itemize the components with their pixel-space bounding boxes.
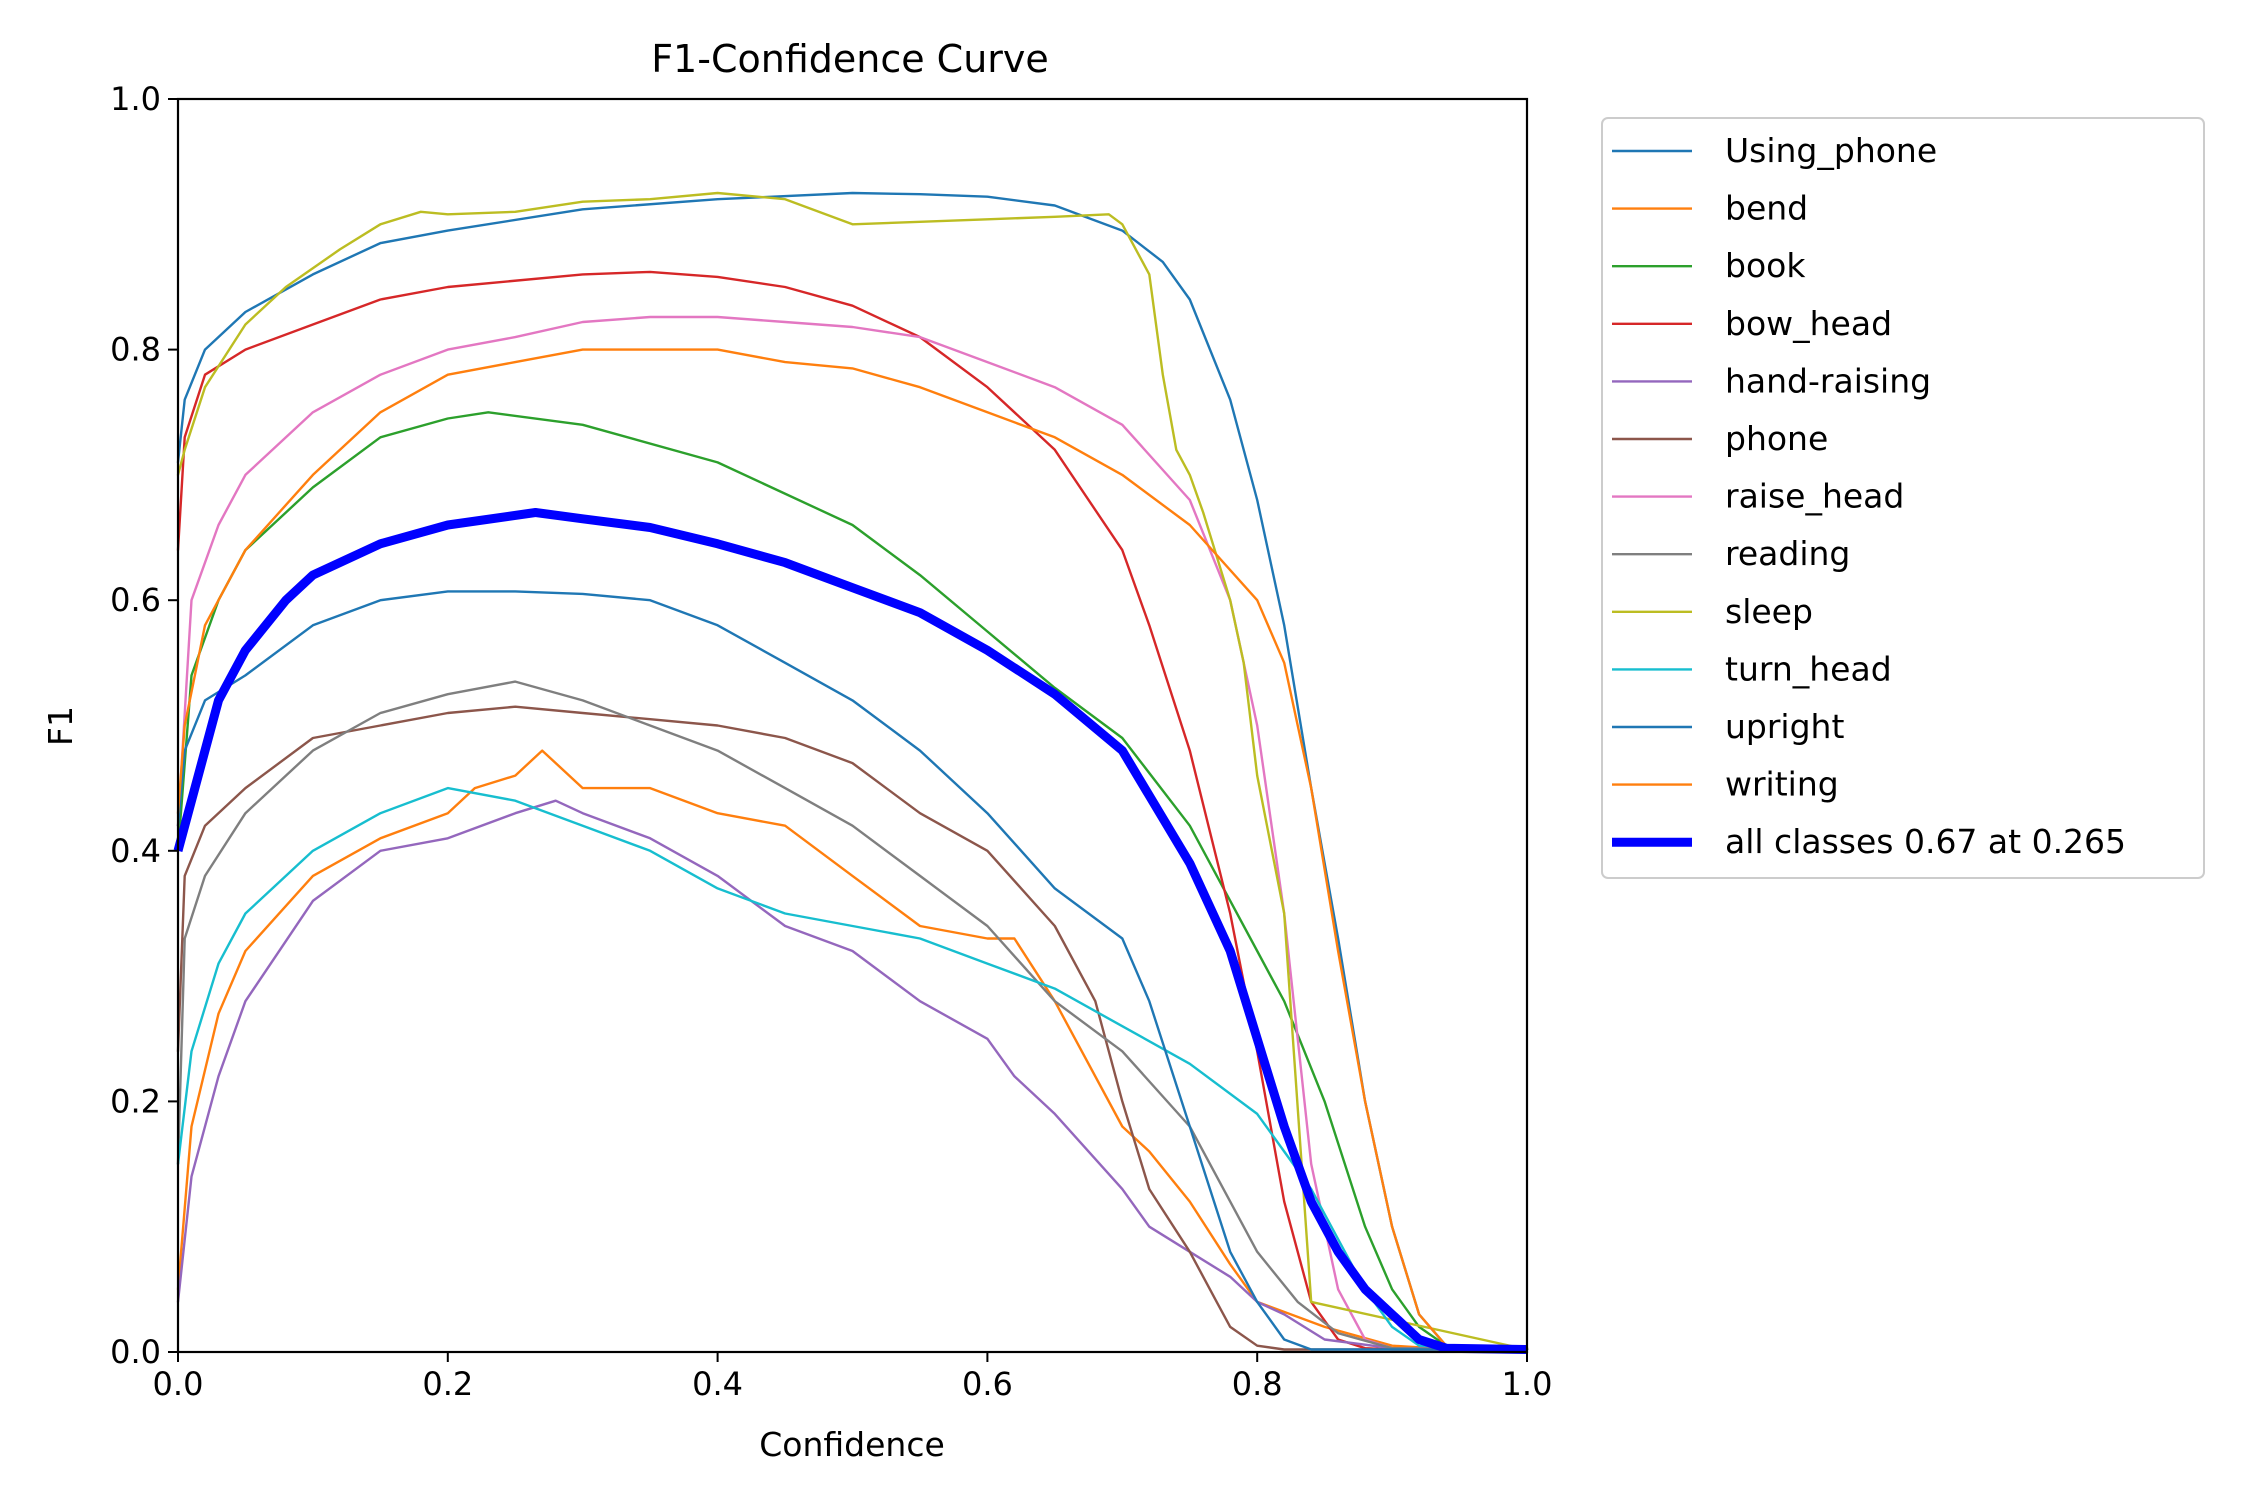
axes-frame <box>176 97 1529 1354</box>
series-line-bow-head <box>176 270 1529 1351</box>
legend-label: bow_head <box>1725 304 1892 343</box>
x-axis-label: Confidence <box>759 1425 945 1464</box>
y-tick-label: 0.6 <box>110 581 161 619</box>
y-tick-label: 0.4 <box>110 832 161 870</box>
legend-label: all classes 0.67 at 0.265 <box>1725 822 2126 861</box>
y-axis-label: F1 <box>41 706 80 746</box>
series-line-reading <box>176 680 1529 1351</box>
legend-label: turn_head <box>1725 649 1892 688</box>
x-tick-label: 0.6 <box>962 1365 1013 1403</box>
legend-label: raise_head <box>1725 477 1904 516</box>
x-axis: 0.0 0.2 0.4 0.6 0.8 1.0 <box>153 1352 1553 1403</box>
x-tick-label: 1.0 <box>1502 1365 1553 1403</box>
y-tick-label: 1.0 <box>110 80 161 118</box>
legend-label: reading <box>1725 534 1850 573</box>
series-line-all-classes-0-67-at-0-265 <box>173 508 1528 1354</box>
series-line-turn-head <box>176 786 1529 1351</box>
series-line-bend <box>176 749 1529 1350</box>
legend-label: hand-raising <box>1725 361 1931 400</box>
series-line-book <box>176 411 1529 1350</box>
x-tick-label: 0.4 <box>692 1365 743 1403</box>
legend-label: bend <box>1725 189 1808 228</box>
legend-label: writing <box>1725 765 1839 804</box>
legend-label: book <box>1725 246 1806 285</box>
x-tick-label: 0.8 <box>1232 1365 1283 1403</box>
x-tick-label: 0.2 <box>422 1365 473 1403</box>
legend-label: upright <box>1725 707 1844 746</box>
y-tick-label: 0.8 <box>110 331 161 369</box>
y-tick-label: 0.0 <box>110 1333 161 1371</box>
x-tick-label: 0.0 <box>153 1365 204 1403</box>
series-line-phone <box>176 705 1529 1351</box>
plot-area <box>173 191 1529 1354</box>
chart-title: F1-Confidence Curve <box>651 37 1049 81</box>
series-line-sleep <box>176 191 1529 1351</box>
y-tick-label: 0.2 <box>110 1082 161 1120</box>
series-line-hand-raising <box>176 799 1529 1351</box>
series-line-upright <box>176 590 1529 1351</box>
series-line-writing <box>176 348 1529 1350</box>
y-axis: 0.0 0.2 0.4 0.6 0.8 1.0 <box>110 80 178 1371</box>
series-line-raise-head <box>176 315 1529 1351</box>
legend-label: sleep <box>1725 592 1813 631</box>
legend-frame <box>1601 117 2205 879</box>
legend-label: phone <box>1725 419 1828 458</box>
legend-label: Using_phone <box>1725 131 1937 170</box>
